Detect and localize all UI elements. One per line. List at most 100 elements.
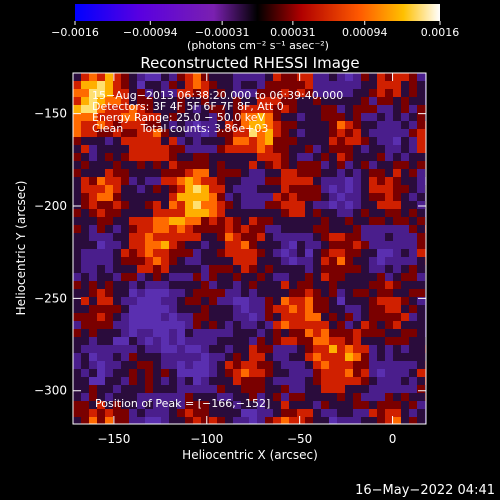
heatmap-cell [297,401,305,409]
heatmap-cell [121,337,129,345]
heatmap-cell [241,177,249,185]
heatmap-cell [233,113,241,121]
heatmap-cell [209,385,217,393]
heatmap-cell [209,129,217,137]
heatmap-cell [113,353,121,361]
heatmap-cell [369,129,377,137]
heatmap-cell [169,113,177,121]
heatmap-cell [137,377,145,385]
heatmap-cell [121,297,129,305]
heatmap-cell [73,89,81,97]
heatmap-cell [121,377,129,385]
heatmap-cell [313,249,321,257]
heatmap-cell [401,89,409,97]
heatmap-cell [289,193,297,201]
heatmap-cell [153,129,161,137]
heatmap-cell [193,409,201,417]
heatmap-cell [249,233,257,241]
heatmap-cell [369,369,377,377]
heatmap-cell [417,169,425,177]
heatmap-cell [129,281,137,289]
heatmap-cell [201,137,209,145]
heatmap-cell [409,369,417,377]
heatmap-cell [217,257,225,265]
heatmap-cell [113,177,121,185]
heatmap-cell [409,273,417,281]
heatmap-cell [201,249,209,257]
heatmap-cell [105,281,113,289]
heatmap-cell [233,169,241,177]
heatmap-cell [385,177,393,185]
heatmap-cell [209,377,217,385]
heatmap-cell [217,89,225,97]
heatmap-cell [177,369,185,377]
heatmap-cell [209,273,217,281]
heatmap-cell [113,201,121,209]
heatmap-cell [321,129,329,137]
heatmap-cell [361,233,369,241]
heatmap-cell [401,161,409,169]
heatmap-cell [145,281,153,289]
heatmap-cell [89,369,97,377]
heatmap-cell [225,361,233,369]
heatmap-cell [305,225,313,233]
heatmap-cell [369,297,377,305]
heatmap-cell [217,201,225,209]
heatmap-cell [377,81,385,89]
heatmap-cell [97,169,105,177]
heatmap-cell [361,361,369,369]
heatmap-cell [217,265,225,273]
heatmap-cell [161,361,169,369]
heatmap-cell [201,337,209,345]
heatmap-cell [281,105,289,113]
heatmap-cell [281,297,289,305]
heatmap-cell [193,81,201,89]
heatmap-cell [257,273,265,281]
heatmap-cell [353,409,361,417]
heatmap-cell [401,137,409,145]
heatmap-cell [113,89,121,97]
heatmap-cell [153,97,161,105]
heatmap-cell [153,145,161,153]
heatmap-cell [305,201,313,209]
heatmap-cell [337,297,345,305]
heatmap-cell [401,169,409,177]
heatmap-cell [129,73,137,81]
heatmap-cell [177,337,185,345]
heatmap-cell [137,193,145,201]
heatmap-cell [385,161,393,169]
heatmap-cell [369,121,377,129]
heatmap-cell [89,385,97,393]
heatmap-cell [401,233,409,241]
heatmap-cell [169,209,177,217]
heatmap-cell [89,289,97,297]
heatmap-cell [145,105,153,113]
heatmap-cell [217,369,225,377]
heatmap-cell [137,297,145,305]
heatmap-cell [281,273,289,281]
heatmap-cell [145,241,153,249]
heatmap-cell [337,377,345,385]
heatmap-cell [193,105,201,113]
heatmap-cell [393,129,401,137]
heatmap-cell [241,161,249,169]
heatmap-cell [97,185,105,193]
heatmap-cell [161,97,169,105]
heatmap-cell [361,265,369,273]
heatmap-cell [329,289,337,297]
heatmap-cell [129,225,137,233]
colorbar-tick-label: −0.00031 [195,26,250,39]
heatmap-cell [409,257,417,265]
heatmap-cell [153,217,161,225]
heatmap-cell [417,289,425,297]
heatmap-cell [233,137,241,145]
heatmap-cell [217,97,225,105]
heatmap-cell [137,145,145,153]
heatmap-cell [337,177,345,185]
heatmap-cell [409,225,417,233]
heatmap-cell [193,393,201,401]
heatmap-cell [185,289,193,297]
heatmap-cell [321,369,329,377]
heatmap-cell [225,241,233,249]
heatmap-cell [201,305,209,313]
